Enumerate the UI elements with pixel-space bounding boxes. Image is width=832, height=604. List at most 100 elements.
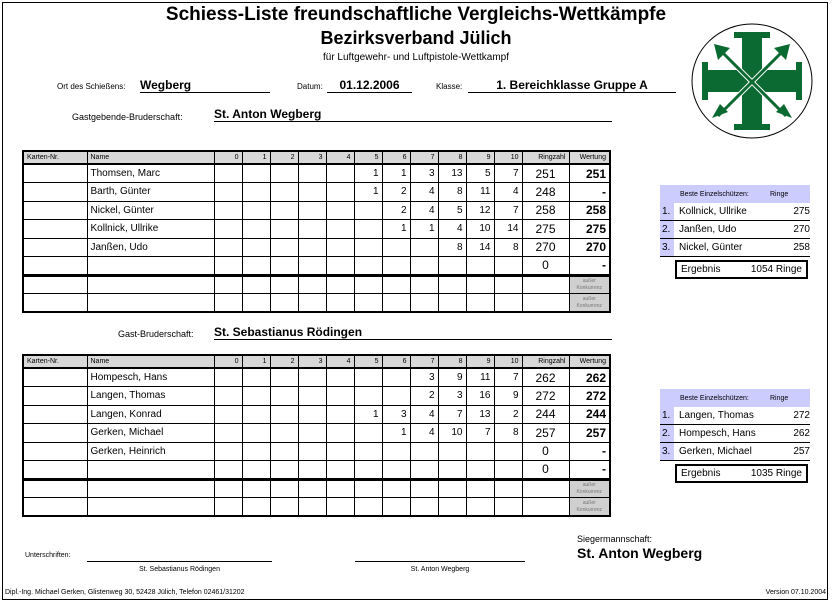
empty-cell bbox=[493, 497, 523, 517]
count-cell-8 bbox=[437, 460, 467, 481]
count-cell-3 bbox=[297, 367, 327, 387]
signature-host: St. Anton Wegberg bbox=[410, 566, 470, 573]
count-cell-3 bbox=[297, 256, 327, 277]
count-cell-10: 7 bbox=[493, 163, 523, 183]
count-cell-4 bbox=[325, 367, 355, 387]
rank: 3. bbox=[660, 239, 674, 256]
ringzahl-cell: 0 bbox=[521, 256, 570, 277]
shooter-rings: 272 bbox=[793, 410, 810, 421]
ausser-konkurrenz-cell: außer Konkurrenz bbox=[568, 274, 611, 294]
page-subtitle: Bezirksverband Jülich bbox=[320, 28, 512, 48]
table-row: Nickel, Günter 2 4 5 12 7 258 258 bbox=[22, 200, 611, 220]
count-cell-2 bbox=[269, 460, 299, 481]
shooter-name: Kollnick, Ullrike bbox=[679, 206, 747, 217]
count-cell-5 bbox=[353, 441, 383, 461]
ringzahl-cell: 262 bbox=[521, 367, 570, 387]
count-cell-3 bbox=[297, 386, 327, 406]
count-cell-10: 14 bbox=[493, 219, 523, 239]
empty-cell bbox=[213, 293, 243, 313]
best-shooter-row: 3. Gerken, Michael 257 bbox=[660, 443, 810, 461]
count-cell-2 bbox=[269, 237, 299, 257]
rank: 2. bbox=[660, 221, 674, 238]
column-header: 3 bbox=[297, 354, 327, 369]
shooter-rings: 258 bbox=[793, 242, 810, 253]
emblem-logo bbox=[691, 23, 813, 139]
count-cell-6 bbox=[381, 367, 411, 387]
count-cell-2 bbox=[269, 367, 299, 387]
count-cell-2 bbox=[269, 256, 299, 277]
count-cell-1 bbox=[241, 200, 271, 220]
signature-guest: St. Sebastianus Rödingen bbox=[139, 566, 220, 573]
column-header: Wertung bbox=[568, 150, 611, 165]
column-header: 5 bbox=[353, 150, 383, 165]
wertung-cell: - bbox=[568, 182, 611, 202]
shooter-rings: 270 bbox=[793, 224, 810, 235]
karten-nr-cell bbox=[22, 386, 88, 406]
best-shooter-row: 3. Nickel, Günter 258 bbox=[660, 239, 810, 257]
count-cell-6: 2 bbox=[381, 182, 411, 202]
wertung-cell: 244 bbox=[568, 404, 611, 424]
klasse-label: Klasse: bbox=[436, 82, 463, 91]
column-header: Karten-Nr. bbox=[22, 150, 88, 165]
name-cell: Langen, Thomas bbox=[86, 386, 215, 406]
ort-label: Ort des Schießens: bbox=[57, 82, 126, 91]
empty-cell bbox=[22, 293, 88, 313]
extra-row: außer Konkurrenz bbox=[22, 478, 611, 498]
shooter-rings: 257 bbox=[793, 446, 810, 457]
count-cell-5 bbox=[353, 367, 383, 387]
best-header: Beste Einzelschützen: Ringe bbox=[660, 389, 810, 407]
empty-cell bbox=[493, 478, 523, 498]
column-header: 7 bbox=[409, 150, 439, 165]
ringzahl-cell: 244 bbox=[521, 404, 570, 424]
datum-label: Datum: bbox=[297, 82, 323, 91]
count-cell-5 bbox=[353, 386, 383, 406]
signature-line-host bbox=[355, 561, 525, 562]
count-cell-7: 4 bbox=[409, 182, 439, 202]
empty-cell bbox=[465, 293, 495, 313]
count-cell-6: 1 bbox=[381, 423, 411, 443]
column-header: 8 bbox=[437, 150, 467, 165]
name-cell: Kollnick, Ullrike bbox=[86, 219, 215, 239]
name-cell: Langen, Konrad bbox=[86, 404, 215, 424]
count-cell-9 bbox=[465, 256, 495, 277]
empty-cell bbox=[241, 478, 271, 498]
empty-cell bbox=[213, 497, 243, 517]
count-cell-10: 9 bbox=[493, 386, 523, 406]
column-header: Name bbox=[86, 150, 215, 165]
column-header: 4 bbox=[325, 150, 355, 165]
wertung-cell: 258 bbox=[568, 200, 611, 220]
count-cell-5 bbox=[353, 256, 383, 277]
count-cell-5 bbox=[353, 200, 383, 220]
count-cell-1 bbox=[241, 386, 271, 406]
name-cell bbox=[86, 256, 215, 277]
table-row: 0- bbox=[22, 460, 611, 481]
wertung-cell: 272 bbox=[568, 386, 611, 406]
count-cell-8: 4 bbox=[437, 219, 467, 239]
ringzahl-cell: 272 bbox=[521, 386, 570, 406]
karten-nr-cell bbox=[22, 460, 88, 481]
rank: 1. bbox=[660, 203, 674, 220]
column-header: 6 bbox=[381, 354, 411, 369]
empty-cell bbox=[409, 497, 439, 517]
wertung-cell: - bbox=[568, 460, 611, 481]
count-cell-2 bbox=[269, 182, 299, 202]
empty-cell bbox=[437, 497, 467, 517]
count-cell-7: 3 bbox=[409, 163, 439, 183]
shooter-name: Gerken, Michael bbox=[679, 446, 752, 457]
empty-cell bbox=[86, 274, 215, 294]
count-cell-9: 11 bbox=[465, 182, 495, 202]
guest-result: Ergebnis 1035 Ringe bbox=[675, 464, 808, 483]
count-cell-1 bbox=[241, 367, 271, 387]
count-cell-3 bbox=[297, 441, 327, 461]
guest-name: St. Sebastianus Rödingen bbox=[214, 325, 612, 340]
count-cell-9: 11 bbox=[465, 367, 495, 387]
count-cell-7 bbox=[409, 441, 439, 461]
count-cell-6: 2 bbox=[381, 200, 411, 220]
column-header: 9 bbox=[465, 354, 495, 369]
count-cell-1 bbox=[241, 460, 271, 481]
count-cell-4 bbox=[325, 182, 355, 202]
karten-nr-cell bbox=[22, 423, 88, 443]
empty-cell bbox=[437, 293, 467, 313]
wertung-cell: 270 bbox=[568, 237, 611, 257]
